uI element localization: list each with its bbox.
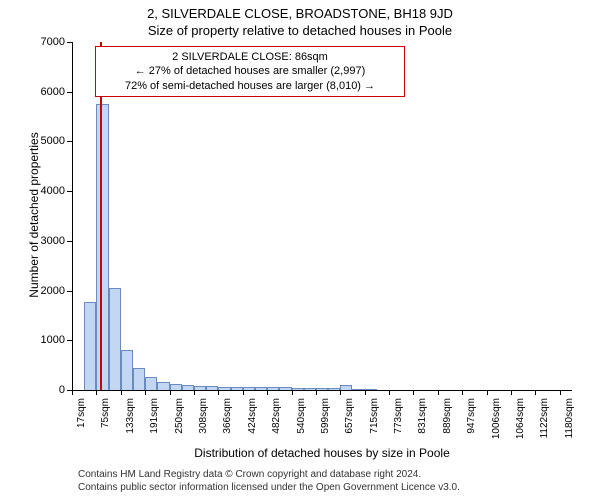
annotation-line1: 2 SILVERDALE CLOSE: 86sqm (102, 50, 398, 64)
annotation-box: 2 SILVERDALE CLOSE: 86sqm ← 27% of detac… (95, 46, 405, 97)
xtick-mark (487, 390, 488, 395)
xtick-mark (462, 390, 463, 395)
footer-attribution: Contains HM Land Registry data © Crown c… (78, 468, 460, 494)
title-subtitle: Size of property relative to detached ho… (0, 23, 600, 38)
xtick-label: 133sqm (125, 398, 136, 448)
histogram-bar (121, 350, 133, 390)
annotation-line2: ← 27% of detached houses are smaller (2,… (102, 64, 398, 78)
histogram-bar (133, 368, 145, 390)
ytick-mark (67, 241, 72, 242)
ytick-mark (67, 92, 72, 93)
histogram-bar (157, 382, 169, 390)
xtick-label: 366sqm (222, 398, 233, 448)
xtick-label: 1180sqm (564, 398, 575, 448)
xtick-mark (316, 390, 317, 395)
xtick-label: 1006sqm (491, 398, 502, 448)
xtick-mark (560, 390, 561, 395)
xtick-mark (511, 390, 512, 395)
xtick-label: 17sqm (76, 398, 87, 448)
xtick-label: 1064sqm (515, 398, 526, 448)
xtick-mark (96, 390, 97, 395)
xtick-label: 482sqm (271, 398, 282, 448)
xtick-label: 657sqm (344, 398, 355, 448)
footer-line2: Contains public sector information licen… (78, 481, 460, 494)
ytick-label: 7000 (27, 36, 65, 48)
annotation-line3: 72% of semi-detached houses are larger (… (102, 79, 398, 93)
histogram-bar (84, 302, 96, 390)
xtick-mark (438, 390, 439, 395)
ytick-label: 1000 (27, 334, 65, 346)
footer-line1: Contains HM Land Registry data © Crown c… (78, 468, 460, 481)
xtick-mark (145, 390, 146, 395)
ytick-label: 6000 (27, 86, 65, 98)
xtick-label: 773sqm (393, 398, 404, 448)
y-axis-label: Number of detached properties (27, 115, 41, 315)
xtick-label: 424sqm (247, 398, 258, 448)
xtick-mark (194, 390, 195, 395)
xtick-label: 191sqm (149, 398, 160, 448)
title-address: 2, SILVERDALE CLOSE, BROADSTONE, BH18 9J… (0, 6, 600, 21)
xtick-label: 1122sqm (539, 398, 550, 448)
xtick-mark (218, 390, 219, 395)
xtick-label: 250sqm (174, 398, 185, 448)
ytick-label: 0 (27, 384, 65, 396)
xtick-mark (535, 390, 536, 395)
x-axis-line (72, 390, 572, 391)
histogram-bar (96, 104, 108, 390)
xtick-mark (340, 390, 341, 395)
ytick-mark (67, 191, 72, 192)
xtick-mark (72, 390, 73, 395)
xtick-label: 75sqm (100, 398, 111, 448)
xtick-label: 947sqm (466, 398, 477, 448)
ytick-mark (67, 340, 72, 341)
xtick-label: 308sqm (198, 398, 209, 448)
ytick-mark (67, 141, 72, 142)
xtick-label: 715sqm (369, 398, 380, 448)
ytick-mark (67, 291, 72, 292)
xtick-label: 889sqm (442, 398, 453, 448)
xtick-mark (365, 390, 366, 395)
x-axis-label: Distribution of detached houses by size … (72, 446, 572, 460)
histogram-bar (109, 288, 121, 390)
xtick-mark (170, 390, 171, 395)
xtick-label: 540sqm (296, 398, 307, 448)
xtick-mark (121, 390, 122, 395)
histogram-bar (145, 377, 157, 390)
xtick-label: 599sqm (320, 398, 331, 448)
xtick-mark (292, 390, 293, 395)
xtick-mark (243, 390, 244, 395)
xtick-label: 831sqm (417, 398, 428, 448)
xtick-mark (413, 390, 414, 395)
chart-titles: 2, SILVERDALE CLOSE, BROADSTONE, BH18 9J… (0, 0, 600, 38)
y-axis-line (72, 42, 73, 390)
xtick-mark (267, 390, 268, 395)
xtick-mark (389, 390, 390, 395)
ytick-mark (67, 42, 72, 43)
